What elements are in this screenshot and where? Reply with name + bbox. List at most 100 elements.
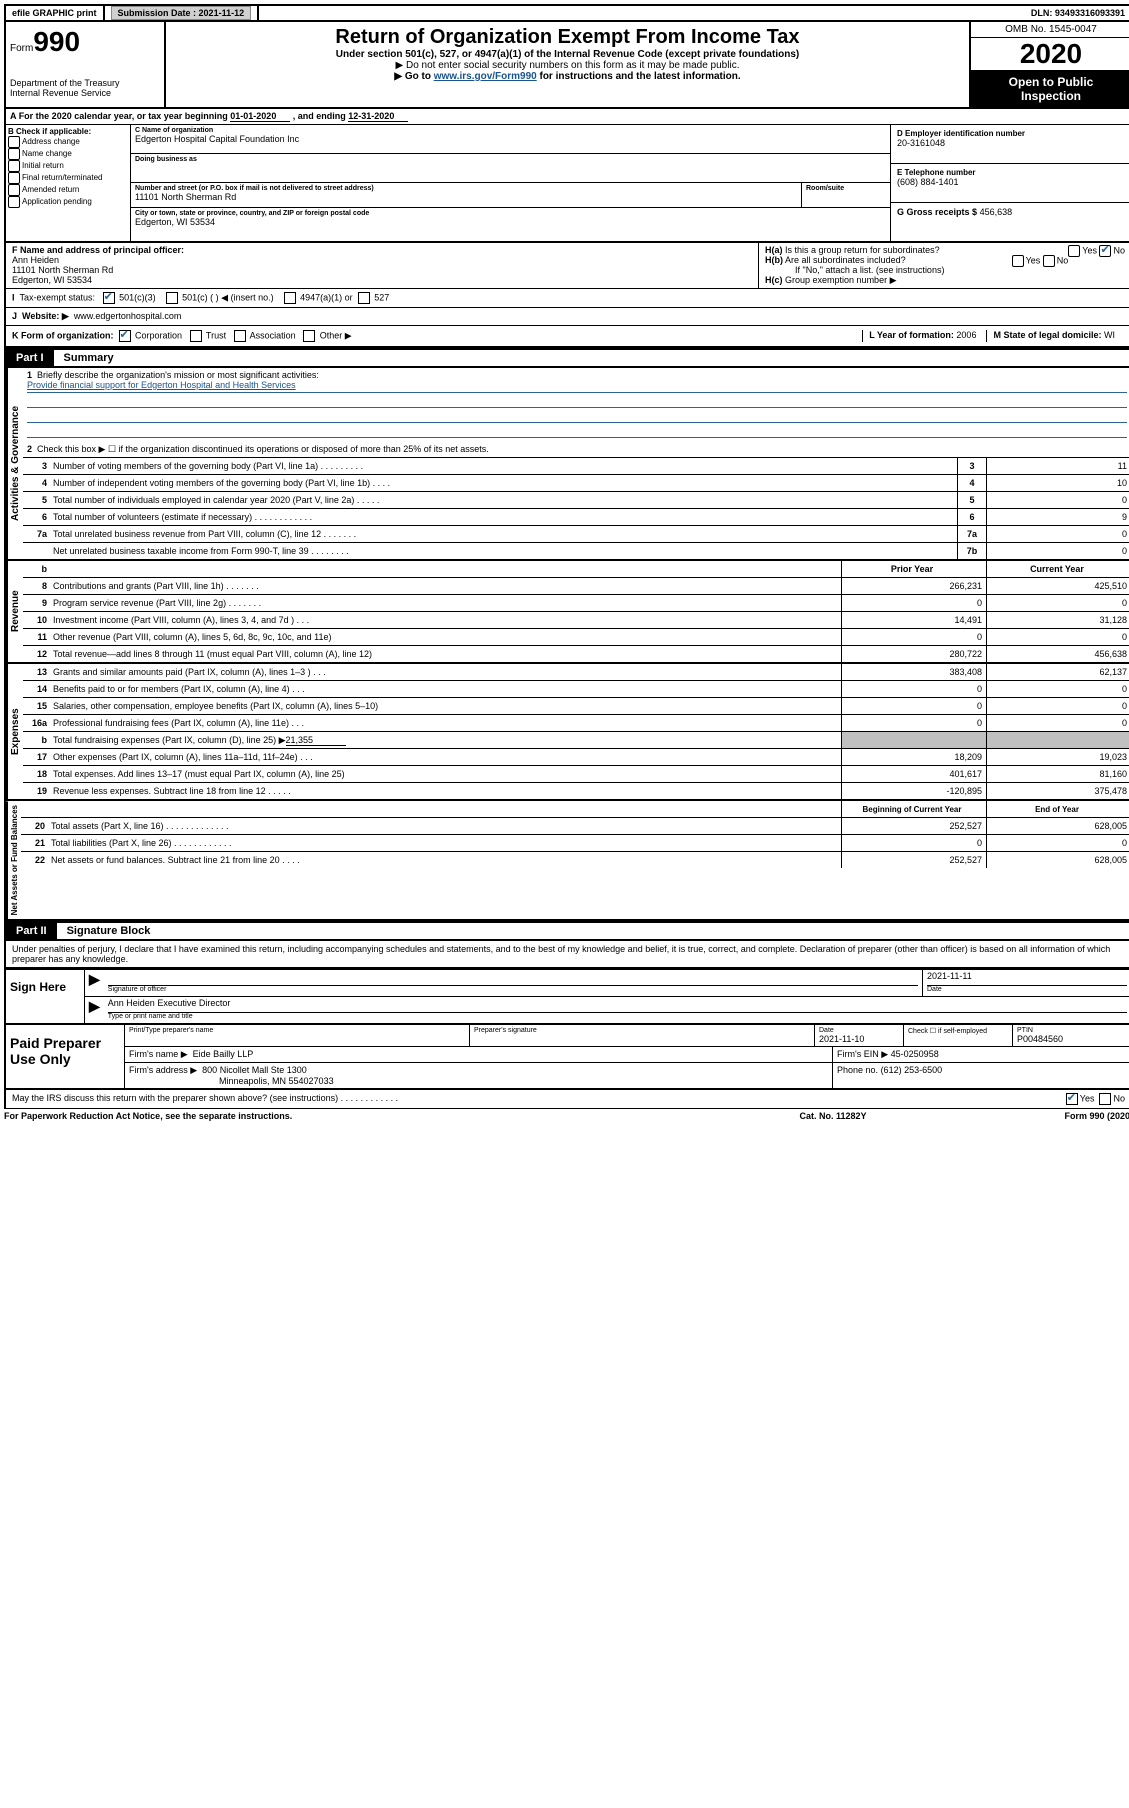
cb-name-change[interactable]: Name change [8, 148, 128, 160]
line-1-mission: 1 Briefly describe the organization's mi… [23, 368, 1129, 442]
gov-line-4: 4Number of independent voting members of… [23, 475, 1129, 492]
group-return-h: H(a) Is this a group return for subordin… [759, 243, 1129, 288]
city-state-zip: Edgerton, WI 53534 [135, 217, 886, 227]
exp-line-14: 14Benefits paid to or for members (Part … [23, 681, 1129, 698]
col-b-checkboxes: B Check if applicable: Address change Na… [6, 125, 131, 241]
firm-phone: (612) 253-6500 [881, 1065, 943, 1075]
ha-no[interactable] [1099, 245, 1111, 257]
signature-block: Sign Here ▶ Signature of officer 2021-11… [4, 968, 1129, 1025]
gov-line-5: 5Total number of individuals employed in… [23, 492, 1129, 509]
side-label-expenses: Expenses [6, 664, 23, 799]
cb-4947[interactable] [284, 292, 296, 304]
part-1-header: Part I Summary [4, 348, 1129, 368]
form-subtitle: Under section 501(c), 527, or 4947(a)(1)… [170, 49, 965, 60]
part-2-title: Signature Block [57, 925, 151, 937]
row-a-tax-year: A For the 2020 calendar year, or tax yea… [4, 109, 1129, 125]
line-16b: b Total fundraising expenses (Part IX, c… [23, 732, 1129, 749]
cb-association[interactable] [234, 330, 246, 342]
exp-line-13: 13Grants and similar amounts paid (Part … [23, 664, 1129, 681]
governance-section: Activities & Governance 1 Briefly descri… [4, 368, 1129, 561]
exp-line-18: 18Total expenses. Add lines 13–17 (must … [23, 766, 1129, 783]
dept-treasury: Department of the Treasury [10, 78, 160, 88]
prep-row-2: Firm's name ▶ Eide Bailly LLP Firm's EIN… [125, 1047, 1129, 1063]
gov-line-3: 3Number of voting members of the governi… [23, 458, 1129, 475]
header-right: OMB No. 1545-0047 2020 Open to PublicIns… [971, 22, 1129, 107]
cb-501c[interactable] [166, 292, 178, 304]
prep-row-1: Print/Type preparer's name Preparer's si… [125, 1025, 1129, 1047]
rev-line-9: 9Program service revenue (Part VIII, lin… [23, 595, 1129, 612]
page-footer: For Paperwork Reduction Act Notice, see … [4, 1109, 1129, 1123]
firm-name: Eide Bailly LLP [193, 1049, 254, 1059]
col-c-name-address: C Name of organization Edgerton Hospital… [131, 125, 891, 241]
sig-officer-label: Signature of officer [108, 986, 918, 993]
part-2-tab: Part II [6, 923, 57, 939]
org-name-cell: C Name of organization Edgerton Hospital… [131, 125, 890, 154]
phone-cell: E Telephone number (608) 884-1401 [891, 164, 1129, 203]
cb-trust[interactable] [190, 330, 202, 342]
form-instr-1: ▶ Do not enter social security numbers o… [170, 60, 965, 71]
dept-irs: Internal Revenue Service [10, 88, 160, 98]
arrow-icon: ▶ [85, 997, 104, 1023]
side-label-governance: Activities & Governance [6, 368, 23, 559]
cb-corporation[interactable] [119, 330, 131, 342]
part-1-title: Summary [54, 352, 114, 364]
rev-line-10: 10Investment income (Part VIII, column (… [23, 612, 1129, 629]
exp-line-19: 19Revenue less expenses. Subtract line 1… [23, 783, 1129, 799]
header-left: Form990 Department of the Treasury Inter… [6, 22, 166, 107]
row-i-tax-status: I Tax-exempt status: 501(c)(3) 501(c) ( … [4, 289, 1129, 308]
row-k-org-form: K Form of organization: Corporation Trus… [4, 326, 1129, 348]
side-label-revenue: Revenue [6, 561, 23, 662]
gross-receipts-cell: G Gross receipts $ 456,638 [891, 203, 1129, 241]
rev-line-11: 11Other revenue (Part VIII, column (A), … [23, 629, 1129, 646]
org-name: Edgerton Hospital Capital Foundation Inc [135, 134, 886, 144]
cb-amended-return[interactable]: Amended return [8, 184, 128, 196]
cb-final-return[interactable]: Final return/terminated [8, 172, 128, 184]
expenses-section: Expenses 13Grants and similar amounts pa… [4, 664, 1129, 801]
paid-preparer-block: Paid Preparer Use Only Print/Type prepar… [4, 1025, 1129, 1090]
net-line-21: 21Total liabilities (Part X, line 26) . … [21, 835, 1129, 852]
hb-no[interactable] [1043, 255, 1055, 267]
revenue-section: Revenue b Prior Year Current Year 8Contr… [4, 561, 1129, 664]
exp-line-17: 17Other expenses (Part IX, column (A), l… [23, 749, 1129, 766]
exp-line-15: 15Salaries, other compensation, employee… [23, 698, 1129, 715]
cb-address-change[interactable]: Address change [8, 136, 128, 148]
submission-date-button[interactable]: Submission Date : 2021-11-12 [111, 6, 252, 20]
irs-link[interactable]: www.irs.gov/Form990 [434, 71, 537, 82]
form-word: Form [10, 43, 33, 54]
footer-form: Form 990 (2020) [933, 1111, 1129, 1121]
form-header: Form990 Department of the Treasury Inter… [4, 22, 1129, 109]
submission-cell: Submission Date : 2021-11-12 [105, 6, 260, 20]
col-d-ein-phone: D Employer identification number 20-3161… [891, 125, 1129, 241]
ein-cell: D Employer identification number 20-3161… [891, 125, 1129, 164]
cb-application-pending[interactable]: Application pending [8, 196, 128, 208]
cb-other[interactable] [303, 330, 315, 342]
street-address: 11101 North Sherman Rd [135, 192, 797, 202]
top-bar: efile GRAPHIC print Submission Date : 20… [4, 4, 1129, 22]
sign-here-label: Sign Here [6, 970, 85, 1023]
gov-line-7a: 7aTotal unrelated business revenue from … [23, 526, 1129, 543]
cb-501c3[interactable] [103, 292, 115, 304]
ha-yes[interactable] [1068, 245, 1080, 257]
phone-value: (608) 884-1401 [897, 177, 1125, 187]
city-cell: City or town, state or province, country… [131, 208, 890, 236]
part-1-tab: Part I [6, 350, 54, 366]
line-2: 2 Check this box ▶ ☐ if the organization… [23, 442, 1129, 458]
net-header-row: Beginning of Current Year End of Year [21, 801, 1129, 818]
form-number: 990 [33, 26, 80, 57]
discuss-no[interactable] [1099, 1093, 1111, 1105]
gross-receipts: 456,638 [980, 207, 1013, 217]
side-label-net-assets: Net Assets or Fund Balances [6, 801, 21, 919]
part-2-header: Part II Signature Block [4, 921, 1129, 941]
discuss-yes[interactable] [1066, 1093, 1078, 1105]
officer-name: Ann Heiden Executive Director [108, 998, 1127, 1013]
ein-value: 20-3161048 [897, 138, 1125, 148]
efile-label: efile GRAPHIC print [6, 6, 105, 20]
principal-officer: F Name and address of principal officer:… [6, 243, 759, 288]
hb-yes[interactable] [1012, 255, 1024, 267]
gov-line-7b: Net unrelated business taxable income fr… [23, 543, 1129, 559]
type-name-label: Type or print name and title [108, 1013, 1127, 1020]
rev-line-12: 12Total revenue—add lines 8 through 11 (… [23, 646, 1129, 662]
cb-initial-return[interactable]: Initial return [8, 160, 128, 172]
cb-527[interactable] [358, 292, 370, 304]
revenue-header-row: b Prior Year Current Year [23, 561, 1129, 578]
